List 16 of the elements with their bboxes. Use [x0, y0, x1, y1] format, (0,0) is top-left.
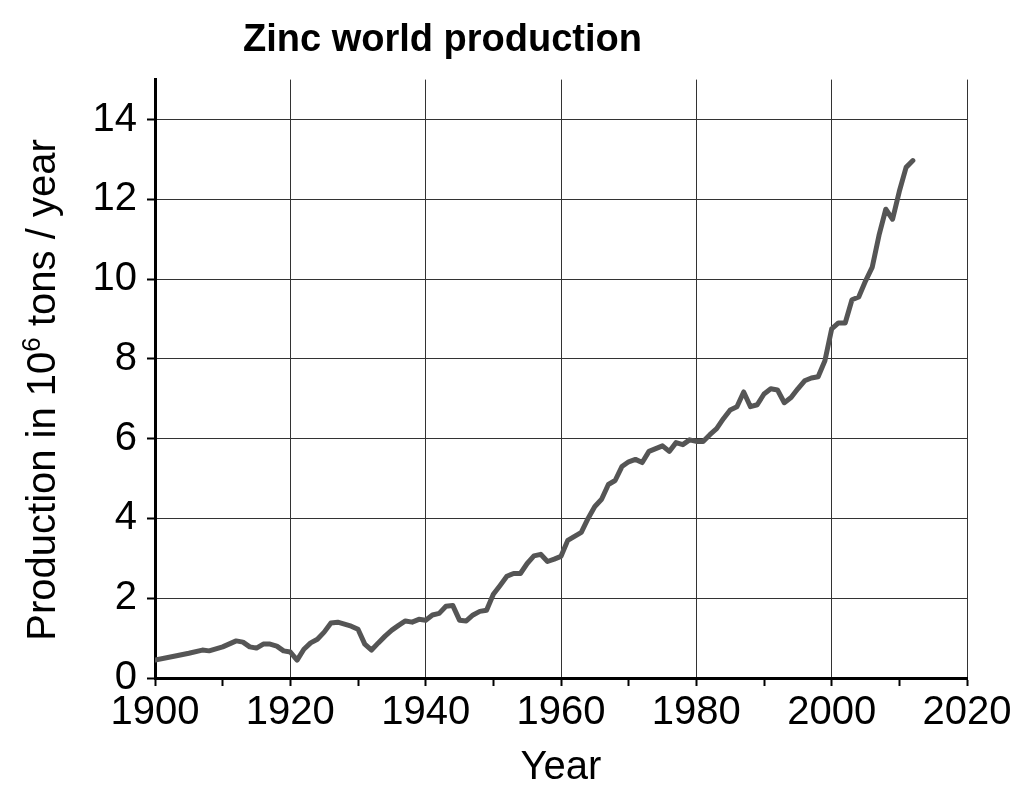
- y-tick-label: 6: [114, 413, 137, 458]
- x-axis-title: Year: [520, 743, 602, 788]
- x-tick-label: 1960: [516, 688, 606, 733]
- y-tick-label: 8: [114, 333, 137, 378]
- y-tick-label: 10: [92, 254, 137, 299]
- x-tick-label: 2000: [787, 688, 877, 733]
- x-tick-label: 1900: [110, 688, 200, 733]
- x-tick-label: 1920: [245, 688, 335, 733]
- x-tick-label: 1980: [651, 688, 741, 733]
- y-tick-label: 4: [114, 493, 137, 538]
- y-tick-label: 2: [114, 573, 137, 618]
- chart-title: Zinc world production: [243, 17, 642, 60]
- y-tick-label: 12: [92, 174, 137, 219]
- x-tick-label: 2020: [922, 688, 1012, 733]
- x-tick-label: 1940: [381, 688, 471, 733]
- y-tick-label: 14: [92, 94, 137, 139]
